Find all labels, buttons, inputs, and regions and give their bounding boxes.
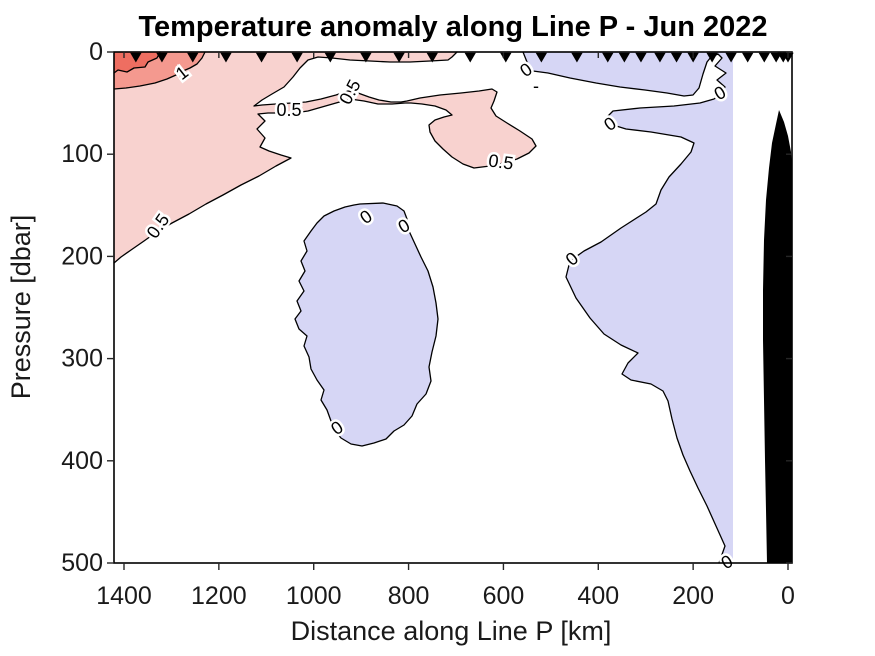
contour-line-0-inshore (522, 51, 727, 564)
y-tick-label: 400 (61, 447, 103, 475)
contour-level-label: - (533, 76, 539, 96)
y-axis-ticks: 0 100 200 300 400 500 (61, 38, 792, 577)
station-marker-icon (635, 52, 647, 63)
station-marker-icon (360, 52, 372, 63)
station-marker-icon (220, 52, 232, 63)
station-marker-icon (291, 52, 303, 63)
y-tick-label: 0 (89, 38, 103, 66)
x-tick-label: 400 (577, 582, 619, 610)
station-marker-icon (654, 52, 666, 63)
station-marker-icon (156, 52, 168, 63)
x-tick-label: 1000 (286, 582, 342, 610)
fill-cool-inshore (523, 52, 733, 563)
contour-line-1 (113, 51, 206, 90)
axes-box (113, 51, 793, 564)
contour-level-label: 0.5 (276, 100, 301, 120)
station-marker-icon (741, 52, 754, 63)
station-marker-icon (602, 52, 614, 63)
fill-warm-high (114, 52, 160, 73)
x-tick-label: 800 (388, 582, 430, 610)
station-marker-icon (706, 52, 718, 63)
contour-line-0p5 (113, 51, 537, 264)
x-axis-label: Distance along Line P [km] (291, 616, 612, 646)
x-tick-label: 0 (781, 582, 795, 610)
contour-line-1p5 (113, 51, 161, 74)
station-marker-icon (426, 52, 438, 63)
station-marker-icon (618, 52, 631, 63)
x-tick-label: 200 (672, 582, 714, 610)
station-marker-icon (758, 52, 770, 63)
contour-level-label: 0.5 (487, 150, 515, 173)
station-marker-icon (725, 52, 737, 63)
y-tick-label: 500 (61, 549, 103, 577)
y-tick-label: 100 (61, 140, 103, 168)
station-marker-icon (464, 52, 476, 63)
y-tick-label: 300 (61, 345, 103, 373)
station-marker-icon (393, 52, 405, 63)
station-marker-icon (670, 52, 683, 63)
x-axis-ticks: 1400 1200 1000 800 600 400 200 0 (96, 52, 795, 610)
y-axis-label: Pressure [dbar] (6, 215, 36, 400)
station-marker-icon (571, 52, 583, 63)
plot-title: Temperature anomaly along Line P - Jun 2… (138, 11, 767, 43)
x-tick-label: 1200 (191, 582, 247, 610)
contour-lines (113, 51, 727, 564)
bathymetry-shape (763, 110, 792, 563)
fill-cool-blob (295, 203, 438, 446)
station-marker-icon (130, 52, 142, 63)
y-tick-label: 200 (61, 242, 103, 270)
x-tick-label: 1400 (96, 582, 152, 610)
contour-line-0-blob (294, 202, 439, 447)
station-marker-icon (535, 52, 548, 63)
station-marker-icon (324, 52, 337, 63)
station-marker-icon (255, 52, 268, 63)
x-tick-label: 600 (483, 582, 525, 610)
station-marker-icon (187, 52, 199, 63)
